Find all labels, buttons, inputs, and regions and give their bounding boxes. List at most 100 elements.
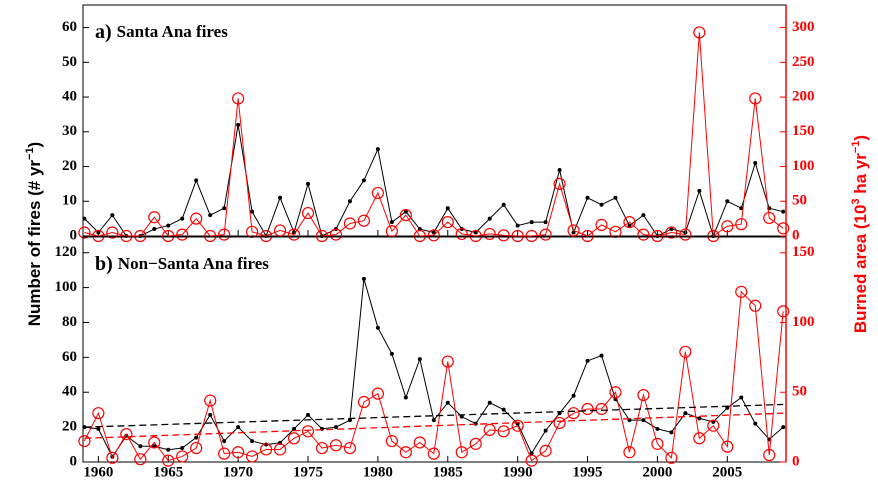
y-axis-label: Number of fires (# yr−1)	[24, 142, 45, 326]
data-point	[609, 386, 622, 399]
data-point	[525, 454, 538, 467]
data-point	[501, 407, 506, 412]
x-tick-label: 1965	[153, 464, 183, 480]
y2-tick-label: 150	[792, 123, 815, 139]
y2-label-sup: 3	[850, 198, 862, 204]
data-point	[567, 224, 580, 237]
panel-title-text: Non−Santa Ana fires	[118, 254, 269, 273]
data-point	[455, 446, 468, 459]
x-tick-label: 1995	[573, 464, 603, 480]
data-point	[595, 402, 608, 416]
data-point	[487, 216, 492, 221]
data-point	[697, 416, 702, 421]
data-point	[581, 402, 594, 416]
y2-tick-label: 150	[792, 244, 815, 260]
data-point	[539, 228, 552, 241]
data-point	[333, 425, 338, 430]
data-point	[134, 453, 147, 466]
data-point	[585, 358, 590, 363]
data-point	[487, 400, 492, 405]
data-point	[194, 435, 199, 440]
data-point	[259, 229, 273, 243]
data-point	[166, 447, 171, 452]
data-point	[399, 446, 412, 459]
y2-tick-label: 100	[792, 158, 815, 174]
data-point	[78, 226, 91, 239]
data-point	[483, 423, 496, 437]
data-point	[641, 418, 646, 423]
data-point	[445, 206, 450, 211]
y-tick-label: 0	[70, 227, 78, 243]
data-point	[721, 220, 734, 233]
y-tick-label: 0	[70, 453, 78, 469]
data-point	[301, 425, 315, 438]
data-point	[571, 230, 576, 235]
data-point	[613, 195, 618, 200]
panel-letter: a)	[95, 21, 112, 43]
data-point	[138, 444, 143, 449]
data-point	[515, 223, 520, 228]
data-point	[232, 446, 245, 459]
data-point	[180, 216, 185, 221]
data-point	[469, 229, 482, 243]
data-point	[273, 443, 287, 456]
data-point	[459, 414, 464, 419]
data-point	[679, 228, 692, 241]
y-tick-label: 100	[55, 279, 78, 295]
data-point	[315, 229, 329, 243]
y-tick-label: 120	[55, 244, 78, 260]
x-tick-label: 1975	[293, 464, 323, 480]
data-point	[218, 228, 231, 241]
data-point	[553, 416, 566, 430]
x-tick-label: 1985	[433, 464, 463, 480]
data-point	[399, 209, 412, 222]
panel-title: a) Santa Ana fires	[95, 21, 228, 43]
data-point	[455, 227, 468, 241]
data-point	[739, 206, 744, 211]
y2-label-text: Burned area (10	[851, 205, 870, 334]
y-tick-label: 40	[62, 88, 77, 104]
data-point	[204, 229, 217, 243]
data-point	[543, 428, 548, 433]
data-point	[777, 305, 790, 318]
data-point	[357, 214, 371, 227]
data-point	[739, 395, 744, 400]
data-point	[781, 425, 786, 430]
data-point	[567, 407, 580, 420]
data-point	[385, 434, 398, 448]
data-point	[361, 276, 366, 281]
data-point	[152, 227, 157, 232]
data-point	[176, 450, 189, 463]
data-point	[431, 230, 436, 235]
data-point	[441, 355, 454, 368]
data-point	[599, 353, 604, 358]
y-tick-label: 60	[62, 19, 77, 35]
data-point	[375, 147, 380, 152]
data-point	[637, 388, 650, 402]
data-point	[669, 227, 674, 232]
x-tick-label: 1960	[83, 464, 113, 480]
data-point	[697, 188, 702, 193]
data-point	[371, 387, 384, 400]
data-point	[581, 229, 594, 243]
data-point	[287, 228, 301, 241]
y-label-sup: −1	[24, 147, 36, 160]
data-point	[525, 229, 538, 243]
data-point	[329, 439, 343, 452]
data-point	[306, 412, 311, 417]
data-point	[623, 216, 636, 229]
data-point	[441, 216, 454, 229]
y-tick-label: 10	[62, 193, 77, 209]
data-point	[347, 199, 352, 204]
data-point	[707, 229, 720, 243]
data-point	[78, 434, 91, 448]
data-point	[273, 224, 287, 237]
data-point	[208, 412, 213, 417]
data-point	[162, 454, 175, 467]
data-point	[557, 168, 562, 172]
y-label-tail: )	[25, 142, 44, 148]
data-point	[417, 357, 422, 362]
data-point	[236, 122, 241, 127]
data-point	[250, 209, 255, 214]
